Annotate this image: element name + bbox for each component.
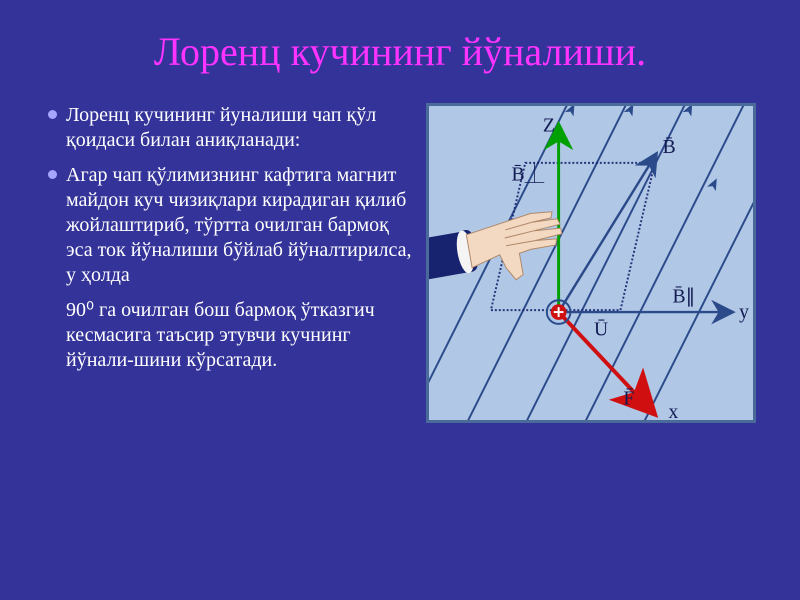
label-b-perp: B̄⏊ <box>512 163 545 186</box>
label-u: Ū <box>594 320 608 341</box>
bullet-item: Агар чап қўлимизнинг кафтига магнит майд… <box>44 163 412 288</box>
bullet-item: Лоренц кучининг йуналиши чап қўл қоидаси… <box>44 103 412 153</box>
diagram-svg: Z y x F̄ B̄ B̄⏊ B̄∥ Ū <box>429 106 753 420</box>
text-column: Лоренц кучининг йуналиши чап қўл қоидаси… <box>44 103 412 373</box>
continuation-text: 90⁰ га очилган бош бармоқ ўтказгич кесма… <box>44 298 412 373</box>
slide: Лоренц кучининг йўналиши. Лоренц кучинин… <box>0 0 800 600</box>
label-y: y <box>739 302 749 323</box>
bullet-list: Лоренц кучининг йуналиши чап қўл қоидаси… <box>44 103 412 288</box>
label-b: B̄ <box>663 137 676 158</box>
slide-body: Лоренц кучининг йуналиши чап қўл қоидаси… <box>44 103 756 423</box>
lorentz-diagram: Z y x F̄ B̄ B̄⏊ B̄∥ Ū <box>426 103 756 423</box>
label-f: F̄ <box>623 388 634 409</box>
slide-title: Лоренц кучининг йўналиши. <box>44 28 756 75</box>
label-z: Z <box>543 116 555 137</box>
vector-b <box>559 153 657 312</box>
hand-icon <box>429 209 568 297</box>
label-x: x <box>669 402 679 420</box>
label-b-par: B̄∥ <box>672 286 695 307</box>
